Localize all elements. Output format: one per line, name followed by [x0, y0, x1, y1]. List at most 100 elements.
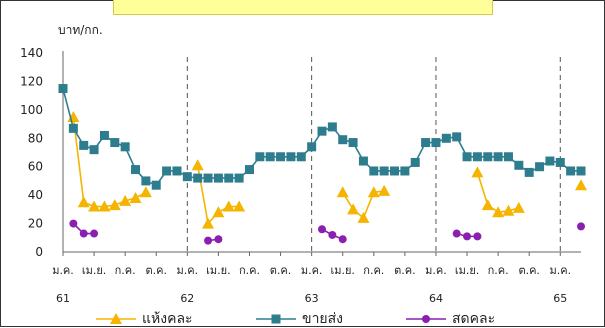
data-point-square [172, 166, 182, 176]
data-point-triangle [575, 179, 587, 191]
y-tick-label: 120 [20, 74, 43, 88]
data-point-triangle [336, 186, 349, 198]
data-point-triangle [471, 166, 484, 178]
data-point-triangle [357, 211, 370, 223]
data-point-square [441, 133, 451, 143]
data-point-square [493, 152, 503, 162]
data-point-square [514, 160, 524, 170]
x-tick-label: เม.ย. [455, 264, 479, 277]
data-point-square [327, 122, 337, 132]
data-point-square [566, 166, 576, 176]
data-point-triangle [378, 184, 391, 196]
data-point-square [286, 152, 296, 162]
x-tick-label: ม.ค. [52, 264, 74, 277]
data-point-circle [473, 232, 482, 241]
data-point-triangle [502, 204, 515, 216]
legend-marker-square [271, 314, 281, 324]
legend-marker-circle [422, 315, 430, 323]
data-point-square [68, 123, 78, 133]
y-tick-label: 60 [28, 160, 43, 174]
legend-marker-triangle [110, 313, 122, 324]
data-point-square [162, 166, 172, 176]
data-point-square [524, 167, 534, 177]
x-tick-label: ม.ค. [425, 264, 447, 277]
data-point-circle [69, 219, 78, 228]
data-point-square [58, 84, 68, 94]
data-point-triangle [212, 206, 225, 218]
y-tick-label: 100 [20, 103, 43, 117]
legend-label: สดคละ [452, 311, 495, 327]
x-tick-label: ต.ค. [518, 264, 540, 277]
data-point-triangle [481, 199, 494, 211]
y-tick-label: 0 [35, 245, 43, 259]
y-tick-label: 140 [20, 46, 43, 60]
data-point-square [110, 138, 120, 148]
year-label: 63 [305, 292, 319, 305]
year-label: 62 [180, 292, 194, 305]
data-point-square [358, 156, 368, 166]
data-point-square [224, 173, 234, 183]
data-point-circle [214, 235, 223, 244]
y-tick-label: 40 [28, 188, 43, 202]
data-point-square [555, 157, 565, 167]
data-point-square [317, 126, 327, 136]
data-point-triangle [88, 200, 101, 212]
data-point-square [193, 173, 203, 183]
x-tick-label: ต.ค. [270, 264, 292, 277]
data-point-triangle [367, 186, 380, 198]
y-tick-label: 80 [28, 131, 43, 145]
data-point-triangle [512, 201, 525, 213]
data-point-triangle [233, 200, 246, 212]
data-point-square [244, 165, 254, 175]
data-point-square [431, 138, 441, 148]
data-point-triangle [129, 191, 142, 203]
data-point-square [131, 165, 141, 175]
x-tick-label: เม.ย. [330, 264, 354, 277]
data-point-square [234, 173, 244, 183]
data-point-triangle [222, 200, 235, 212]
series-line [62, 88, 581, 187]
data-point-circle [204, 236, 213, 245]
x-tick-label: ต.ค. [145, 264, 167, 277]
data-point-square [213, 173, 223, 183]
data-point-circle [328, 230, 337, 239]
data-point-square [348, 138, 358, 148]
legend-label: ขายส่ง [302, 311, 343, 327]
data-point-square [503, 152, 513, 162]
data-point-square [203, 173, 213, 183]
data-point-square [79, 140, 89, 150]
title-banner [113, 0, 493, 15]
data-point-square [483, 152, 493, 162]
data-point-circle [79, 229, 88, 238]
data-point-triangle [191, 159, 204, 171]
legend-label: แห้งคละ [142, 311, 193, 327]
data-point-square [255, 152, 265, 162]
year-label: 64 [429, 292, 443, 305]
data-point-square [545, 156, 555, 166]
data-point-triangle [77, 196, 90, 208]
y-tick-label: 20 [28, 217, 43, 231]
x-tick-label: ก.ค. [115, 264, 136, 277]
data-point-triangle [347, 203, 360, 215]
data-point-triangle [98, 200, 111, 212]
data-point-square [89, 145, 99, 155]
data-point-square [472, 152, 482, 162]
data-point-square [99, 130, 109, 140]
y-axis-label: บาท/กก. [58, 23, 103, 37]
data-point-square [390, 166, 400, 176]
data-point-circle [90, 229, 99, 238]
data-point-circle [318, 225, 326, 234]
data-point-triangle [202, 217, 215, 229]
year-label: 61 [56, 292, 70, 305]
data-point-triangle [492, 206, 505, 218]
data-point-circle [452, 229, 461, 238]
data-point-triangle [108, 199, 121, 211]
data-point-square [307, 142, 317, 152]
data-point-square [120, 142, 130, 152]
x-tick-label: ต.ค. [394, 264, 416, 277]
data-point-square [141, 176, 151, 186]
x-tick-label: ก.ค. [488, 264, 509, 277]
data-point-square [576, 166, 586, 176]
